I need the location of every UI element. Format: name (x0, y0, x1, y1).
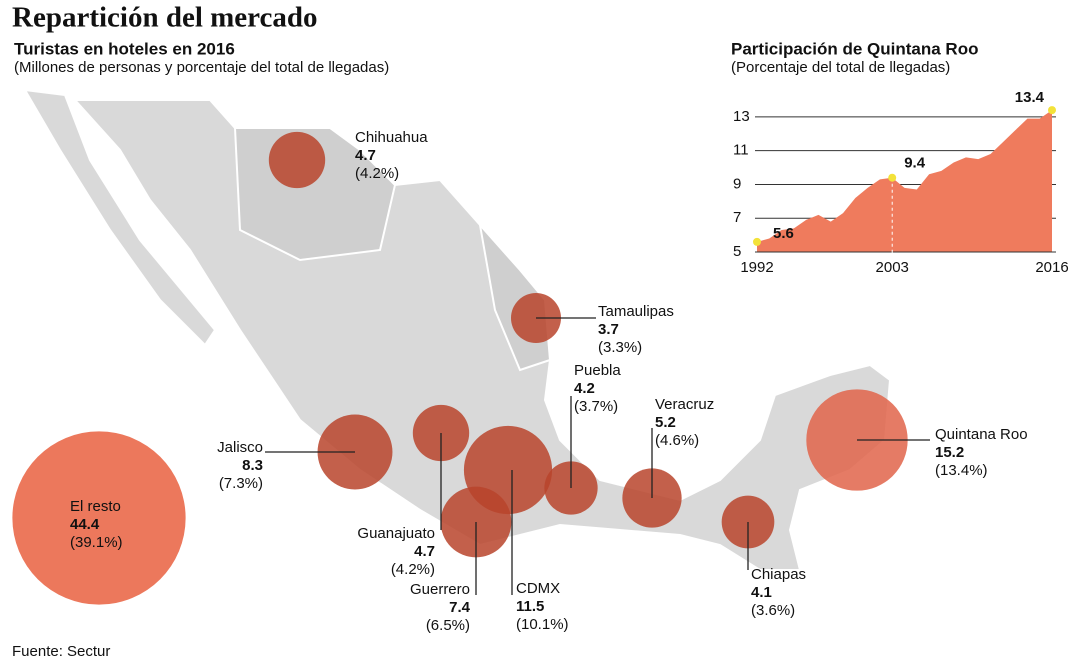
region-value: 5.2 (655, 414, 676, 431)
region-share: (4.2%) (355, 165, 399, 182)
source: Fuente: Sectur (12, 643, 110, 660)
map-title: Turistas en hoteles en 2016 (14, 39, 235, 58)
region-bubble (12, 431, 186, 605)
value-label: 5.6 (773, 225, 794, 242)
region-name: Guerrero (410, 581, 470, 598)
region-value: 15.2 (935, 444, 964, 461)
region-name: Tamaulipas (598, 303, 674, 320)
x-tick-label: 2003 (876, 259, 909, 276)
x-tick-label: 1992 (740, 259, 773, 276)
region-value: 7.4 (449, 599, 471, 616)
region-name: El resto (70, 498, 121, 515)
region-name: Guanajuato (357, 525, 435, 542)
region-value: 11.5 (516, 598, 544, 615)
y-tick-label: 9 (733, 175, 741, 192)
chart-subtitle: (Porcentaje del total de llegadas) (731, 59, 950, 76)
region-share: (10.1%) (516, 616, 569, 633)
region-value: 3.7 (598, 321, 619, 338)
x-tick-label: 2016 (1035, 259, 1068, 276)
region-share: (13.4%) (935, 462, 988, 479)
region-share: (3.7%) (574, 398, 618, 415)
y-tick-label: 11 (733, 142, 749, 159)
y-tick-label: 5 (733, 243, 741, 260)
y-tick-label: 7 (733, 209, 741, 226)
highlight-dot (753, 237, 761, 246)
region-share: (3.6%) (751, 602, 795, 619)
region-share: (39.1%) (70, 534, 123, 551)
title: Repartición del mercado (12, 2, 318, 34)
region-name: Chiapas (751, 566, 806, 583)
region-value: 8.3 (242, 457, 263, 474)
region-bubble (268, 131, 326, 189)
region-name: Quintana Roo (935, 426, 1028, 443)
highlight-dot (1048, 106, 1056, 115)
area (757, 110, 1052, 252)
region-name: Puebla (574, 362, 621, 379)
y-tick-label: 13 (733, 108, 750, 125)
region-share: (4.6%) (655, 432, 699, 449)
region-name: CDMX (516, 580, 560, 597)
value-label: 9.4 (904, 155, 926, 172)
region-name: Chihuahua (355, 129, 428, 146)
region-share: (3.3%) (598, 339, 642, 356)
region-value: 4.7 (414, 543, 435, 560)
chart-title: Participación de Quintana Roo (731, 39, 978, 58)
region-share: (6.5%) (426, 617, 470, 634)
region-value: 4.7 (355, 147, 376, 164)
region-share: (4.2%) (391, 561, 435, 578)
region-value: 4.2 (574, 380, 595, 397)
region-name: Veracruz (655, 396, 714, 413)
map-subtitle: (Millones de personas y porcentaje del t… (14, 59, 389, 76)
region-share: (7.3%) (219, 475, 263, 492)
region-value: 44.4 (70, 516, 100, 533)
baja (23, 88, 217, 347)
value-label: 13.4 (1015, 89, 1045, 106)
highlight-dot (888, 173, 897, 182)
region-name: Jalisco (217, 439, 263, 456)
region-value: 4.1 (751, 584, 772, 601)
